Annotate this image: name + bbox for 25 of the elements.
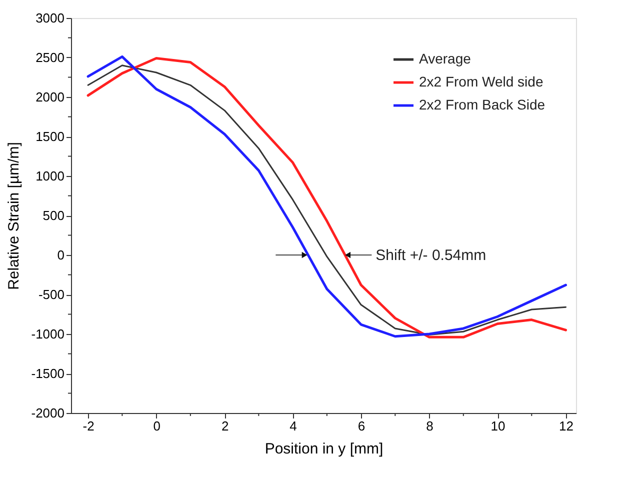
- annotation: Shift +/- 0.54mm: [376, 247, 486, 264]
- x-tick-label: -2: [82, 418, 94, 434]
- legend-label: 2x2 From Back Side: [419, 96, 546, 112]
- y-tick-label: -500: [38, 287, 64, 302]
- y-tick-label: -2000: [31, 406, 64, 420]
- x-tick-label: 2: [221, 418, 229, 434]
- y-tick-label: 2500: [36, 50, 64, 65]
- legend-label: 2x2 From Weld side: [419, 74, 544, 90]
- x-tick-label: 6: [358, 418, 366, 434]
- x-axis-title: Position in y [mm]: [264, 440, 384, 458]
- x-tick-label: 10: [490, 418, 506, 434]
- y-tick-label: -1000: [31, 326, 64, 342]
- x-tick-label: 12: [559, 418, 574, 434]
- y-tick-label: 1000: [36, 168, 64, 184]
- y-tick-label: -1500: [31, 366, 64, 381]
- y-axis-title: Relative Strain [µm/m]: [5, 142, 22, 290]
- y-tick-label: 3000: [36, 10, 64, 26]
- x-tick-label: 4: [290, 418, 297, 434]
- legend-label: Average: [419, 50, 472, 66]
- x-tick-label: 8: [426, 418, 434, 434]
- x-tick-label: 0: [153, 418, 160, 434]
- y-tick-label: 0: [57, 248, 64, 262]
- y-tick-label: 2000: [36, 90, 64, 104]
- y-tick-label: 1500: [36, 129, 64, 144]
- y-tick-label: 500: [42, 208, 64, 223]
